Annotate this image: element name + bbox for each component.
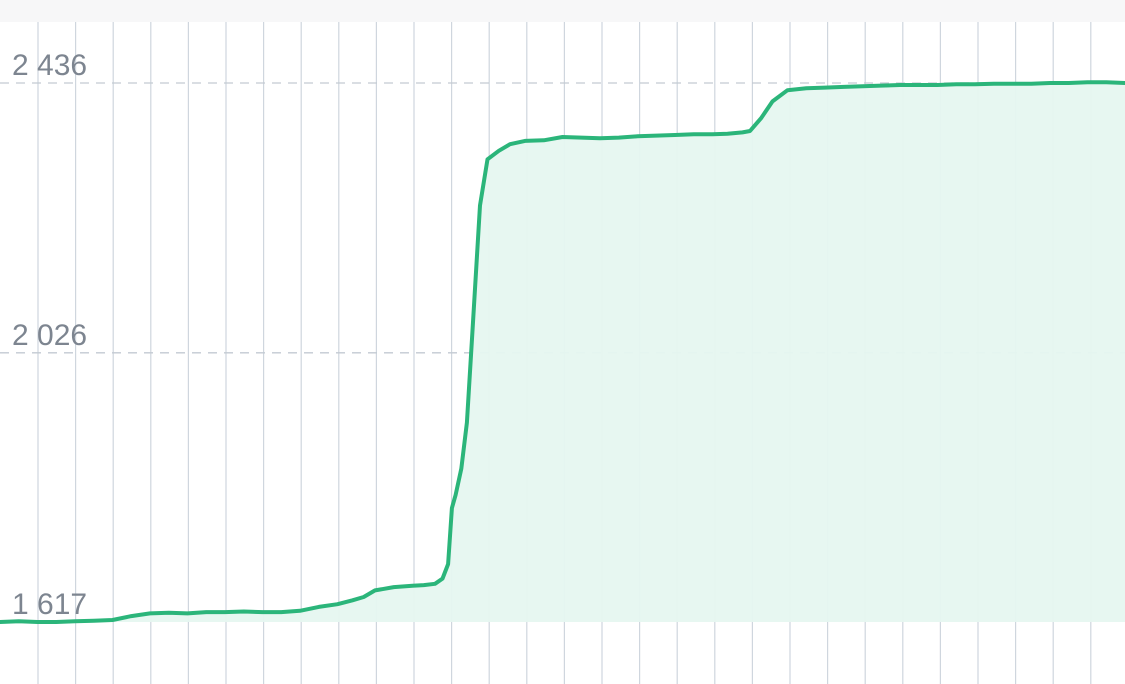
- y-tick-label: 2 436: [12, 49, 87, 82]
- y-tick-label: 2 026: [12, 319, 87, 352]
- series-area: [0, 82, 1125, 623]
- top-strip: [0, 0, 1125, 22]
- series-line: [0, 80, 1125, 624]
- y-tick-label: 1 617: [12, 588, 87, 621]
- y-axis-tick-labels: 2 436 2 026 1 617: [12, 49, 87, 621]
